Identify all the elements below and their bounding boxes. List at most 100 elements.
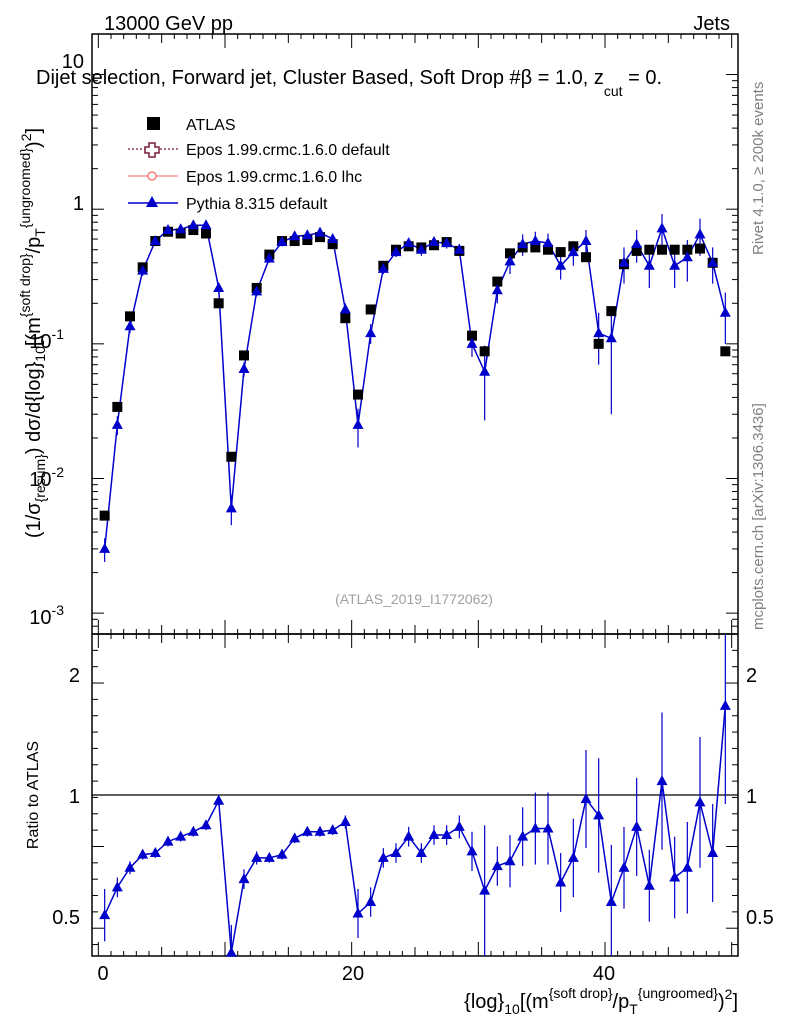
atlas-point <box>631 245 642 256</box>
legend-label-epos-lhc: Epos 1.99.crmc.1.6.0 lhc <box>186 169 362 186</box>
ratio-point <box>289 832 301 843</box>
legend-label-pythia: Pythia 8.315 default <box>186 196 328 213</box>
ratio-point <box>352 907 364 918</box>
ratio-point <box>567 851 579 862</box>
atlas-point <box>682 244 693 255</box>
rivet-version-label: Rivet 4.1.0, ≥ 200k events <box>750 82 767 255</box>
ratio-point <box>187 825 199 836</box>
ratio-ytick-2-left: 2 <box>69 665 80 687</box>
ratio-point <box>643 879 655 890</box>
ratio-point <box>403 830 415 841</box>
pythia-point <box>694 228 706 239</box>
ratio-line <box>104 705 727 953</box>
atlas-point <box>353 389 363 400</box>
pythia-point <box>441 237 453 248</box>
pythia-point <box>656 222 668 233</box>
ratio-point <box>631 820 643 831</box>
pythia-point <box>301 229 313 240</box>
atlas-point <box>530 242 541 253</box>
atlas-point <box>188 225 199 236</box>
atlas-point <box>201 228 211 239</box>
plot-title: Dijet selection, Forward jet, Cluster Ba… <box>36 67 662 99</box>
ratio-point <box>681 861 693 872</box>
pythia-point <box>124 320 136 331</box>
pythia-point <box>111 418 123 429</box>
plot-title-main: Dijet selection, Forward jet, Cluster Ba… <box>36 67 604 89</box>
atlas-point <box>327 239 338 250</box>
ratio-point <box>365 896 377 907</box>
ratio-point <box>251 851 263 862</box>
legend-label-atlas: ATLAS <box>186 117 236 134</box>
pythia-point <box>175 223 187 234</box>
ratio-point <box>491 860 503 871</box>
atlas-point <box>467 330 477 341</box>
ratio-plot-data <box>99 634 731 957</box>
pythia-point <box>643 259 655 270</box>
pythia-point <box>187 219 199 230</box>
atlas-point <box>213 298 224 309</box>
ratio-point <box>542 822 554 833</box>
atlas-point <box>340 313 351 324</box>
pythia-point <box>99 542 111 553</box>
axis-ticks <box>92 33 738 956</box>
atlas-point <box>669 244 680 255</box>
legend-marker-pythia <box>146 196 158 207</box>
pythia-point <box>618 256 630 267</box>
pythia-point <box>162 224 174 235</box>
pythia-point <box>707 256 719 267</box>
ratio-point <box>377 851 389 862</box>
ratio-axis-title: Ratio to ATLAS <box>25 741 42 849</box>
atlas-point <box>125 311 135 322</box>
ratio-point <box>175 830 187 841</box>
ratio-point <box>707 847 719 858</box>
ratio-point <box>605 896 617 907</box>
pythia-point <box>580 235 592 246</box>
main-plot-data <box>99 214 731 562</box>
pythia-line <box>103 224 727 549</box>
plot-title-tail: = 0. <box>623 67 662 89</box>
ratio-ytick-05-right: 0.5 <box>746 907 774 929</box>
ratio-point <box>137 848 149 859</box>
ratio-point <box>339 815 351 826</box>
ratio-point <box>327 824 339 835</box>
atlas-point <box>555 247 566 258</box>
atlas-point <box>505 248 515 259</box>
pythia-point <box>289 230 301 241</box>
pythia-point <box>137 264 149 275</box>
ratio-point <box>124 861 136 872</box>
ratio-point <box>529 822 541 833</box>
atlas-point <box>581 252 591 263</box>
atlas-point <box>606 306 617 317</box>
ratio-point <box>415 847 427 858</box>
ratio-point <box>694 796 706 807</box>
pythia-point <box>491 284 503 295</box>
ratio-point <box>200 819 212 830</box>
pythia-point <box>339 303 351 314</box>
xtick-label-20: 20 <box>342 963 364 985</box>
category-label: Jets <box>693 13 730 35</box>
pythia-point <box>555 259 567 270</box>
ratio-point <box>669 871 681 882</box>
ytick-label-10: 10 <box>62 51 84 73</box>
ratio-point <box>580 793 592 804</box>
atlas-point <box>239 350 249 361</box>
pythia-point <box>251 285 263 296</box>
atlas-point <box>695 243 705 254</box>
ratio-ytick-1-right: 1 <box>746 786 757 808</box>
pythia-point <box>517 238 529 249</box>
pythia-point <box>719 306 731 317</box>
pythia-point <box>567 246 579 257</box>
ratio-point <box>263 851 275 862</box>
pythia-point <box>479 365 491 376</box>
atlas-point <box>479 346 490 357</box>
legend-marker-epos-lhc <box>147 171 157 181</box>
ratio-point <box>555 876 567 887</box>
legend-label-epos-default: Epos 1.99.crmc.1.6.0 default <box>186 142 390 159</box>
pythia-point <box>377 262 389 273</box>
ratio-point <box>276 848 288 859</box>
ratio-point <box>517 830 529 841</box>
pythia-point <box>352 418 364 429</box>
pythia-point <box>681 251 693 262</box>
pythia-point <box>669 259 681 270</box>
